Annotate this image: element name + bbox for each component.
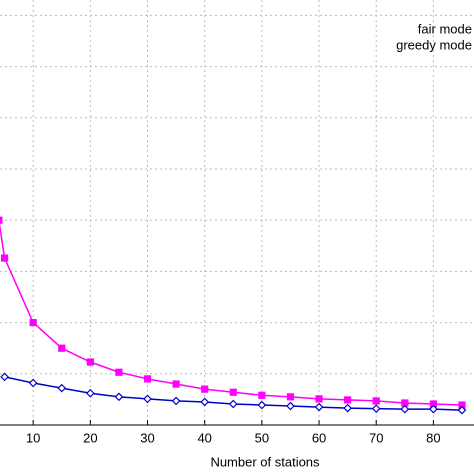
x-tick-label: 40 — [197, 430, 211, 445]
x-axis-label: Number of stations — [210, 454, 320, 469]
x-tick-label: 60 — [312, 430, 326, 445]
marker — [0, 216, 3, 224]
marker — [343, 403, 352, 413]
marker — [400, 404, 410, 414]
marker — [201, 385, 209, 393]
marker — [143, 394, 152, 404]
marker — [57, 383, 67, 393]
marker — [228, 399, 238, 409]
marker — [286, 401, 295, 411]
legend-label: greedy mode — [396, 37, 472, 52]
marker — [315, 395, 323, 403]
x-tick-label: 30 — [140, 430, 154, 445]
marker — [286, 393, 295, 401]
marker — [229, 388, 237, 396]
marker — [172, 380, 180, 388]
marker — [115, 368, 123, 376]
marker — [58, 344, 66, 352]
marker — [29, 318, 37, 327]
marker — [143, 375, 152, 383]
marker — [372, 397, 380, 405]
x-tick-label: 80 — [426, 430, 440, 445]
x-tick-label: 50 — [255, 430, 269, 445]
marker — [171, 396, 181, 406]
marker — [28, 378, 38, 388]
legend-label: fair mode — [418, 21, 472, 36]
marker — [85, 388, 95, 398]
marker — [429, 404, 438, 414]
marker — [86, 358, 94, 366]
marker — [371, 404, 381, 413]
x-tick-label: 20 — [83, 430, 97, 445]
marker — [457, 405, 467, 415]
marker — [344, 396, 352, 404]
marker — [0, 372, 9, 382]
marker — [0, 254, 9, 262]
marker — [114, 392, 124, 402]
x-tick-label: 70 — [369, 430, 383, 445]
marker — [258, 391, 266, 399]
marker — [257, 400, 267, 410]
x-tick-label: 10 — [26, 430, 40, 445]
marker — [200, 397, 210, 407]
marker — [314, 402, 324, 412]
series-line — [0, 222, 463, 406]
